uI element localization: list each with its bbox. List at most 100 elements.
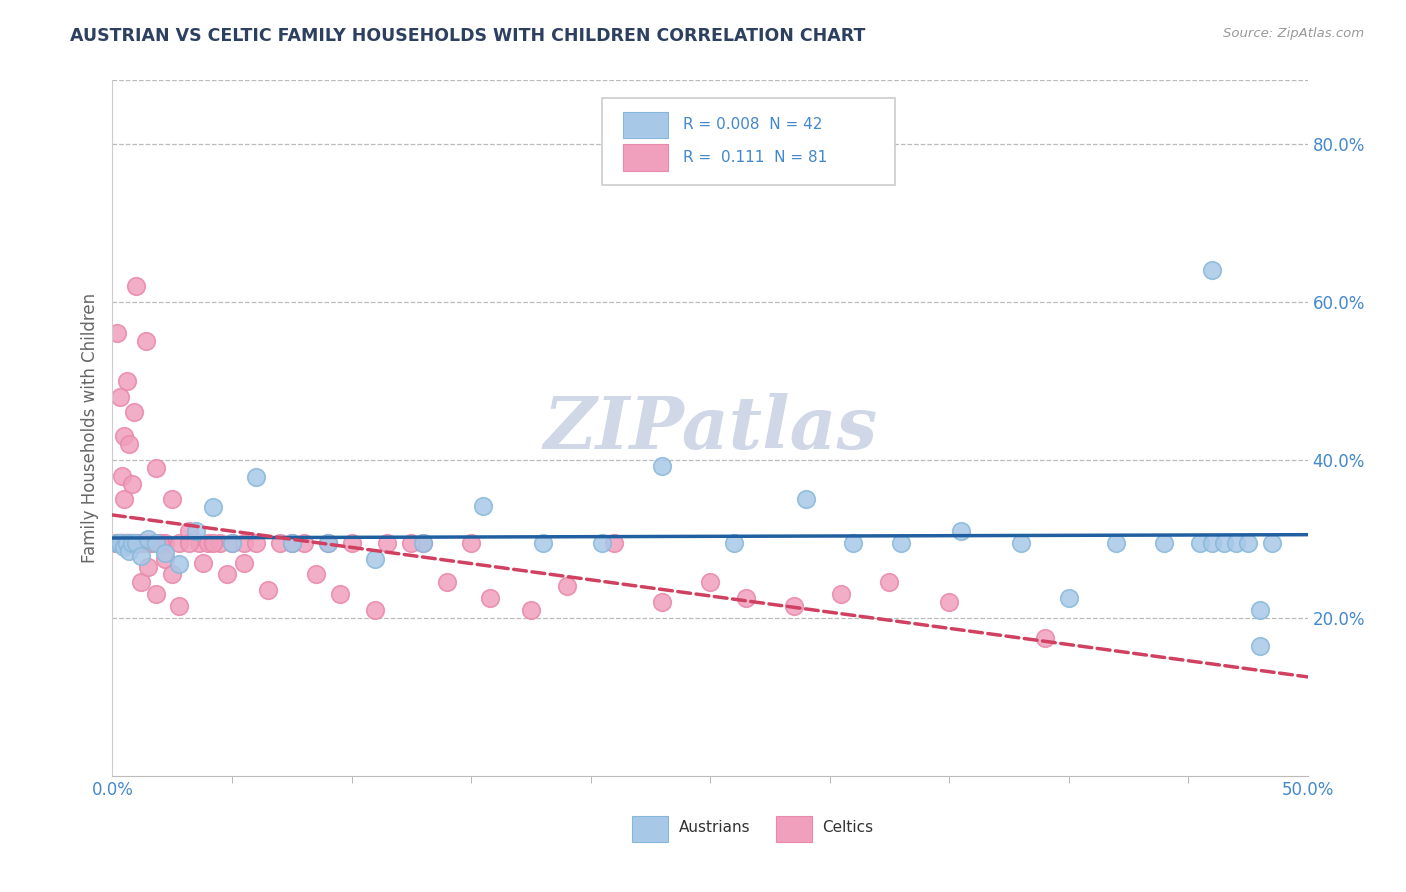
Point (938, 595, 960, 609)
Point (1249, 603, 1271, 617)
Point (281, 536, 304, 550)
Point (233, 536, 256, 550)
Point (1213, 536, 1236, 550)
Point (153, 551, 176, 566)
Point (520, 603, 543, 617)
Point (316, 536, 339, 550)
Point (114, 540, 135, 554)
Point (842, 536, 865, 550)
Point (221, 536, 243, 550)
Point (257, 583, 280, 598)
Point (125, 278, 148, 293)
Point (292, 536, 315, 550)
Point (125, 536, 148, 550)
Point (118, 543, 141, 558)
Point (412, 536, 434, 550)
Point (377, 536, 399, 550)
Point (122, 536, 145, 550)
Point (1237, 536, 1260, 550)
Point (177, 536, 200, 550)
Point (104, 536, 127, 550)
Point (281, 536, 304, 550)
Point (108, 536, 131, 550)
Point (114, 492, 135, 507)
Point (735, 591, 758, 606)
Point (114, 536, 135, 550)
Text: R =  0.111  N = 81: R = 0.111 N = 81 (682, 150, 827, 165)
Text: Celtics: Celtics (823, 820, 873, 835)
Point (105, 326, 128, 341)
Point (603, 536, 626, 550)
Point (472, 499, 495, 513)
Point (217, 567, 239, 582)
Point (108, 536, 131, 550)
Point (305, 567, 328, 582)
Point (115, 536, 138, 550)
Point (364, 551, 387, 566)
Point (118, 536, 141, 550)
Text: R = 0.008  N = 42: R = 0.008 N = 42 (682, 117, 823, 132)
Point (145, 536, 167, 550)
Point (531, 536, 554, 550)
Point (651, 459, 673, 474)
Point (186, 524, 208, 538)
Text: Austrians: Austrians (679, 820, 751, 835)
Point (950, 524, 973, 538)
Point (201, 536, 224, 550)
Point (138, 536, 160, 550)
FancyBboxPatch shape (623, 112, 668, 138)
FancyBboxPatch shape (776, 815, 811, 842)
Point (118, 536, 141, 550)
Point (105, 536, 128, 550)
Point (162, 567, 183, 582)
Point (831, 587, 853, 601)
Point (1201, 263, 1223, 277)
Point (145, 587, 167, 601)
Point (118, 437, 141, 451)
Point (153, 536, 176, 550)
Point (1057, 591, 1080, 606)
Point (794, 492, 817, 507)
Point (201, 500, 224, 515)
Point (1261, 536, 1284, 550)
Point (153, 546, 176, 560)
Point (115, 536, 138, 550)
Point (723, 536, 745, 550)
Point (316, 536, 339, 550)
Point (169, 557, 191, 571)
Point (364, 603, 387, 617)
Point (1249, 639, 1271, 653)
Point (890, 536, 912, 550)
Point (135, 334, 157, 348)
Point (139, 536, 162, 550)
Point (1010, 536, 1032, 550)
Point (105, 536, 128, 550)
Point (121, 536, 143, 550)
Y-axis label: Family Households with Children: Family Households with Children (80, 293, 98, 563)
Point (651, 595, 673, 609)
Text: Source: ZipAtlas.com: Source: ZipAtlas.com (1223, 27, 1364, 40)
Point (245, 470, 267, 484)
Point (111, 468, 134, 483)
Point (1225, 536, 1247, 550)
Point (111, 536, 134, 550)
Point (340, 536, 363, 550)
Point (169, 536, 191, 550)
Point (233, 556, 256, 570)
Point (699, 575, 721, 590)
Point (138, 532, 160, 546)
Point (149, 536, 172, 550)
Point (129, 536, 152, 550)
Point (125, 536, 148, 550)
Point (782, 599, 804, 613)
Point (121, 536, 143, 550)
Point (245, 536, 267, 550)
Point (209, 536, 232, 550)
Point (1201, 536, 1223, 550)
Point (197, 536, 219, 550)
Point (436, 575, 458, 590)
Point (114, 429, 135, 443)
Point (114, 536, 135, 550)
Point (128, 536, 150, 550)
Point (108, 390, 131, 404)
